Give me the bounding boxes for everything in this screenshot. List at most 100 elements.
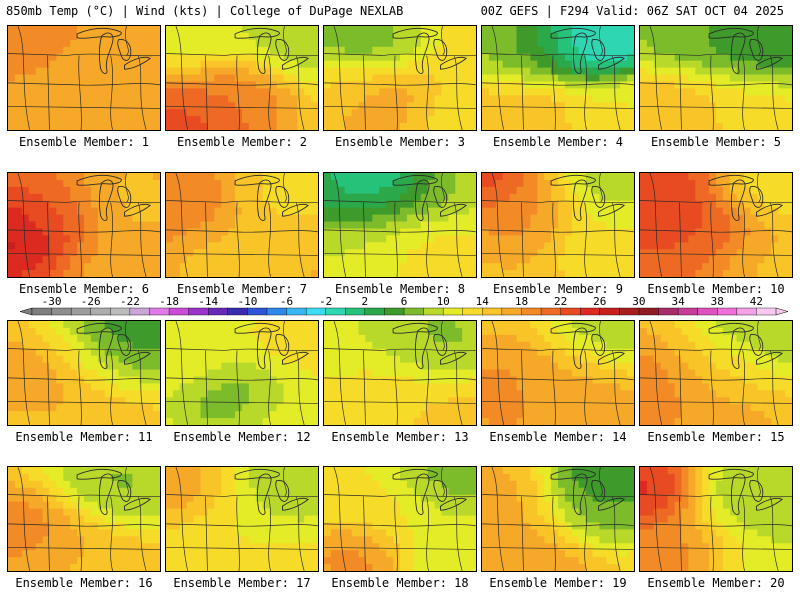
temperature-field xyxy=(166,467,318,571)
colorbar-segment xyxy=(227,307,248,316)
colorbar-segment xyxy=(31,307,53,316)
ensemble-member-caption: Ensemble Member: 19 xyxy=(489,576,627,590)
colorbar-tick-label: 14 xyxy=(475,295,489,308)
colorbar-tick-label: -22 xyxy=(119,295,140,308)
state-borders xyxy=(324,26,476,130)
colorbar-segment xyxy=(638,307,660,316)
colorbar-tick-label: -26 xyxy=(80,295,101,308)
state-borders xyxy=(482,467,634,571)
state-borders xyxy=(166,467,318,571)
colorbar-tick-label: 26 xyxy=(593,295,607,308)
ensemble-member-caption: Ensemble Member: 10 xyxy=(647,282,785,296)
colorbar-segment xyxy=(266,307,288,316)
colorbar-segment xyxy=(501,307,522,316)
colorbar-segment xyxy=(677,307,699,316)
ensemble-member-map xyxy=(323,466,477,572)
colorbar-segment xyxy=(305,307,327,316)
colorbar-segment xyxy=(90,307,111,316)
temperature-field xyxy=(482,26,634,130)
temperature-field xyxy=(482,173,634,277)
temperature-field xyxy=(482,321,634,425)
ensemble-member-caption: Ensemble Member: 20 xyxy=(647,576,785,590)
temperature-field xyxy=(640,26,792,130)
colorbar-segment xyxy=(756,307,777,316)
ensemble-member-map xyxy=(639,172,793,278)
colorbar-tick-label: -10 xyxy=(237,295,258,308)
colorbar-segment xyxy=(149,307,170,316)
map-title: 850mb Temp (°C) | Wind (kts) | College o… xyxy=(6,4,404,18)
temperature-field xyxy=(324,26,476,130)
colorbar-segment xyxy=(423,307,444,316)
colorbar-segment xyxy=(697,307,718,316)
ensemble-member-caption: Ensemble Member: 15 xyxy=(647,430,785,444)
colorbar-segment xyxy=(345,307,366,316)
colorbar-segment xyxy=(717,307,738,316)
ensemble-member-map xyxy=(639,25,793,131)
ensemble-member-caption: Ensemble Member: 7 xyxy=(176,282,308,296)
ensemble-member-map xyxy=(165,25,319,131)
ensemble-member-map xyxy=(639,466,793,572)
colorbar-segment xyxy=(129,307,150,316)
colorbar-tick-label: 38 xyxy=(710,295,724,308)
ensemble-member-caption: Ensemble Member: 16 xyxy=(15,576,153,590)
ensemble-member-map xyxy=(323,25,477,131)
temperature-field xyxy=(324,467,476,571)
state-borders xyxy=(8,321,160,425)
ensemble-member-caption: Ensemble Member: 11 xyxy=(15,430,153,444)
ensemble-member-caption: Ensemble Member: 5 xyxy=(650,135,782,149)
temperature-field xyxy=(324,173,476,277)
state-borders xyxy=(8,26,160,130)
colorbar-segment xyxy=(580,307,601,316)
temperature-field xyxy=(166,26,318,130)
state-borders xyxy=(166,321,318,425)
colorbar-tick-label: 10 xyxy=(436,295,450,308)
temperature-colorbar xyxy=(20,297,788,321)
colorbar-segment xyxy=(325,307,346,316)
ensemble-member-map xyxy=(323,172,477,278)
colorbar-tick-label: 34 xyxy=(671,295,685,308)
temperature-field xyxy=(8,321,160,425)
colorbar-segment xyxy=(540,307,562,316)
temperature-field xyxy=(640,173,792,277)
colorbar-tick-label: -30 xyxy=(41,295,62,308)
ensemble-member-caption: Ensemble Member: 18 xyxy=(331,576,469,590)
colorbar-tick-label: 2 xyxy=(361,295,369,308)
temperature-field xyxy=(166,173,318,277)
temperature-field xyxy=(8,26,160,130)
colorbar-tick-label: -14 xyxy=(198,295,219,308)
colorbar-segment xyxy=(286,307,307,316)
ensemble-member-caption: Ensemble Member: 8 xyxy=(334,282,466,296)
ensemble-member-map xyxy=(165,320,319,426)
colorbar-segment xyxy=(247,307,268,316)
ensemble-member-map xyxy=(481,320,635,426)
colorbar-segment xyxy=(168,307,190,316)
valid-time-label: 00Z GEFS | F294 Valid: 06Z SAT OCT 04 20… xyxy=(480,4,784,18)
state-borders xyxy=(640,173,792,277)
colorbar-left-arrow xyxy=(20,307,33,316)
colorbar-segment xyxy=(521,307,542,316)
state-borders xyxy=(324,467,476,571)
colorbar-tick-label: -2 xyxy=(319,295,333,308)
temperature-field xyxy=(640,321,792,425)
temperature-field xyxy=(166,321,318,425)
state-borders xyxy=(8,467,160,571)
ensemble-member-map xyxy=(481,25,635,131)
colorbar-segment xyxy=(462,307,483,316)
state-borders xyxy=(482,173,634,277)
temperature-field xyxy=(482,467,634,571)
state-borders xyxy=(324,173,476,277)
state-borders xyxy=(482,26,634,130)
ensemble-member-map xyxy=(481,172,635,278)
colorbar-segment xyxy=(110,307,131,316)
ensemble-member-map xyxy=(165,466,319,572)
temperature-field xyxy=(8,173,160,277)
temperature-field xyxy=(640,467,792,571)
ensemble-member-caption: Ensemble Member: 17 xyxy=(173,576,311,590)
ensemble-member-caption: Ensemble Member: 13 xyxy=(331,430,469,444)
ensemble-member-map xyxy=(639,320,793,426)
state-borders xyxy=(640,467,792,571)
colorbar-tick-label: -6 xyxy=(279,295,294,308)
ensemble-member-caption: Ensemble Member: 4 xyxy=(492,135,624,149)
state-borders xyxy=(166,26,318,130)
ensemble-member-caption: Ensemble Member: 2 xyxy=(176,135,308,149)
